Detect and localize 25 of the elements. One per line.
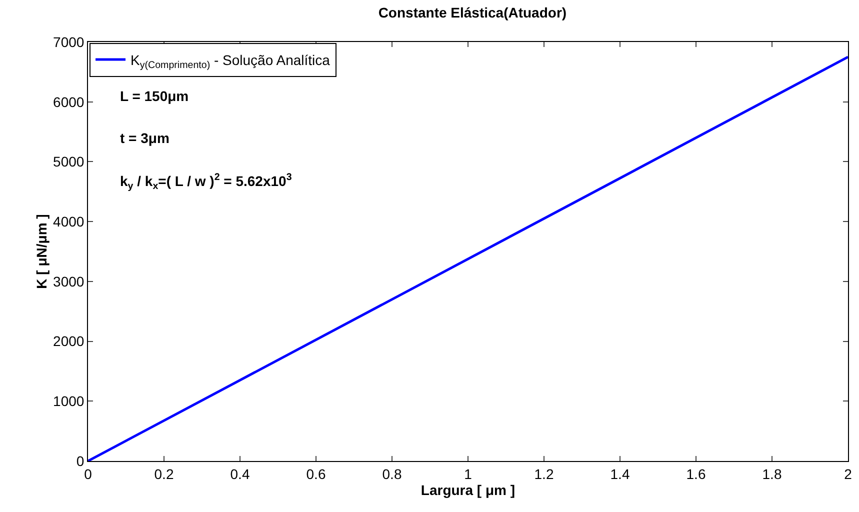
x-axis-title: Largura [ μm ]	[420, 482, 516, 498]
y-tick-label: 2000	[53, 333, 84, 350]
x-tick-label: 1	[464, 466, 472, 482]
legend-label: K$_{y(Comprimento)}$ - Solução Analítica	[130, 52, 330, 71]
x-tick-label: 0.8	[382, 466, 402, 482]
y-tick-label: 6000	[53, 94, 84, 110]
y-tick-label: 0	[76, 452, 84, 469]
annotation: k$_{y}$ / k$_{x}$=( L / w )$^{2}$ = 5.62x10$^{3}$	[120, 172, 292, 192]
x-tick-label: 2	[844, 466, 852, 482]
x-tick-label: 0.6	[306, 466, 326, 482]
x-tick-label: 1.4	[610, 466, 630, 482]
y-axis-title: K [ μN/μm ]	[34, 214, 50, 289]
x-tick-label: 1.6	[686, 466, 706, 482]
x-tick-label: 0.4	[230, 466, 250, 482]
annotation: t = 3μm	[120, 130, 170, 146]
x-tick-label: 1.2	[534, 466, 554, 482]
chart-title: Constante Elástica(Atuador)	[378, 4, 567, 20]
y-tick-label: 3000	[53, 273, 84, 290]
x-tick-label: 1.8	[762, 466, 782, 482]
y-tick-label: 4000	[53, 213, 84, 230]
y-tick-label: 7000	[53, 34, 84, 50]
y-tick-label: 5000	[53, 154, 84, 170]
x-tick-label: 0.2	[154, 466, 174, 482]
annotation: L = 150μm	[120, 88, 189, 104]
y-tick-label: 1000	[53, 393, 84, 410]
